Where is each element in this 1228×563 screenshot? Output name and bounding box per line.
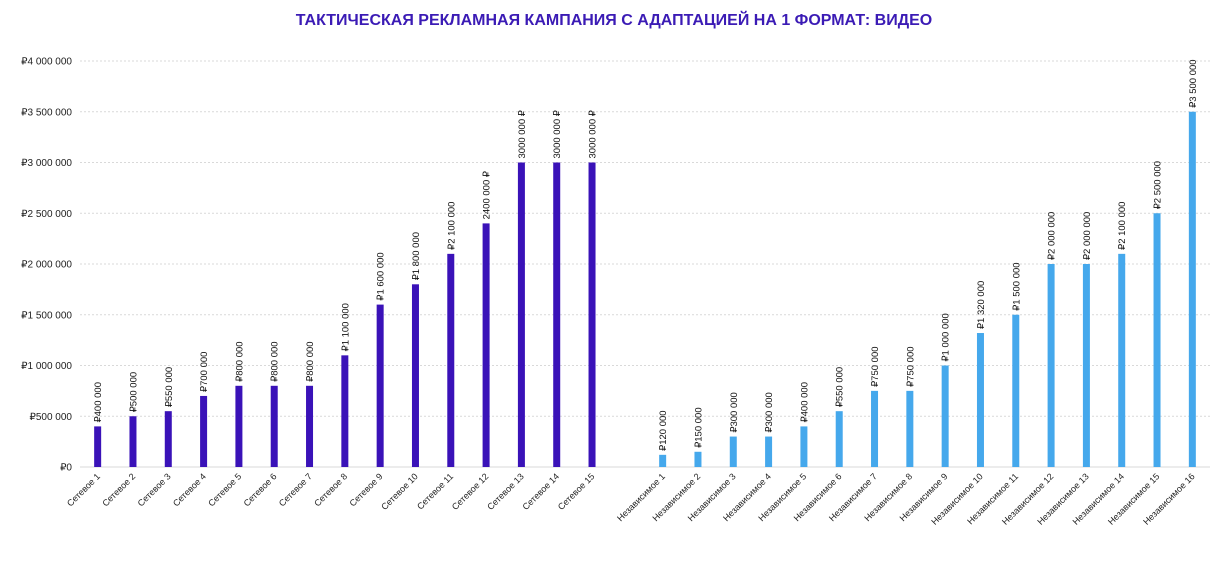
- x-tick-label: Сетевое 1: [65, 471, 102, 508]
- data-label: 3000 000 ₽: [552, 109, 563, 158]
- x-tick-label: Сетевое 8: [312, 471, 349, 508]
- bar: [517, 162, 525, 467]
- bar: [341, 355, 349, 467]
- y-tick-label: ₽2 500 000: [21, 209, 72, 220]
- data-label: ₽1 000 000: [941, 313, 952, 361]
- x-tick-label: Сетевое 9: [347, 471, 384, 508]
- data-label: ₽1 500 000: [1011, 262, 1022, 310]
- bars: [94, 111, 1196, 467]
- y-tick-label: ₽0: [60, 463, 72, 474]
- data-label: ₽120 000: [658, 410, 669, 450]
- data-label: ₽550 000: [164, 367, 175, 407]
- x-tick-label: Сетевое 4: [171, 471, 208, 508]
- data-label: ₽2 100 000: [1117, 202, 1128, 250]
- data-label: ₽2 100 000: [446, 202, 457, 250]
- bar: [765, 436, 773, 467]
- data-label: ₽150 000: [693, 407, 704, 447]
- data-label: ₽1 100 000: [340, 303, 351, 351]
- data-label: 3000 000 ₽: [517, 109, 528, 158]
- x-tick-label: Сетевое 3: [136, 471, 173, 508]
- bar: [411, 284, 419, 467]
- bar: [871, 390, 879, 467]
- x-tick-label: Сетевое 6: [242, 471, 279, 508]
- data-label: ₽1 320 000: [976, 281, 987, 329]
- data-label: 3000 000 ₽: [588, 109, 599, 158]
- x-tick-label: Сетевое 12: [450, 471, 491, 512]
- bar: [1012, 314, 1020, 467]
- x-tick-label: Сетевое 5: [206, 471, 243, 508]
- data-label: ₽300 000: [764, 392, 775, 432]
- bar: [729, 436, 737, 467]
- bar: [306, 385, 314, 467]
- bar: [694, 451, 702, 467]
- bar: [976, 333, 984, 467]
- bar: [376, 304, 384, 467]
- data-label: ₽400 000: [93, 382, 104, 422]
- x-tick-label: Сетевое 14: [521, 471, 562, 512]
- y-tick-label: ₽500 000: [29, 412, 72, 423]
- bar: [94, 426, 102, 467]
- data-label: ₽800 000: [270, 341, 281, 381]
- x-tick-label: Сетевое 10: [379, 471, 420, 512]
- bar: [553, 162, 561, 467]
- y-tick-label: ₽2 000 000: [21, 260, 72, 271]
- data-label: ₽3 500 000: [1188, 59, 1199, 107]
- y-tick-label: ₽4 000 000: [21, 57, 72, 68]
- data-label: 2400 000 ₽: [482, 170, 493, 219]
- data-label: ₽750 000: [870, 346, 881, 386]
- data-label: ₽800 000: [305, 341, 316, 381]
- data-labels: ₽400 000 ₽500 000 ₽550 000 ₽700 000 ₽800 000…: [93, 59, 1199, 450]
- x-tick-label: Сетевое 13: [485, 471, 526, 512]
- bar: [129, 416, 137, 467]
- data-label: ₽750 000: [905, 346, 916, 386]
- bar: [1047, 264, 1055, 467]
- bar: [270, 385, 278, 467]
- data-label: ₽300 000: [729, 392, 740, 432]
- bar: [200, 395, 208, 467]
- chart-title: ТАКТИЧЕСКАЯ РЕКЛАМНАЯ КАМПАНИЯ С АДАПТАЦ…: [295, 12, 933, 29]
- data-label: ₽400 000: [799, 382, 810, 422]
- bar: [835, 411, 843, 467]
- data-label: ₽800 000: [234, 341, 245, 381]
- data-label: ₽1 600 000: [376, 252, 387, 300]
- y-tick-label: ₽1 000 000: [21, 361, 72, 372]
- y-axis-ticks: ₽0 ₽500 000 ₽1 000 000 ₽1 500 000 ₽2 000 000…: [21, 57, 72, 474]
- bar: [906, 390, 914, 467]
- data-label: ₽700 000: [199, 352, 210, 392]
- y-tick-label: ₽1 500 000: [21, 310, 72, 321]
- data-label: ₽2 000 000: [1082, 212, 1093, 260]
- bar: [800, 426, 808, 467]
- data-label: ₽1 800 000: [411, 232, 422, 280]
- bar: [235, 385, 243, 467]
- x-tick-label: Сетевое 2: [100, 471, 137, 508]
- bar: [1082, 264, 1090, 467]
- data-label: ₽2 500 000: [1153, 161, 1164, 209]
- x-tick-label: Сетевое 15: [556, 471, 597, 512]
- bar: [1153, 213, 1161, 467]
- x-tick-label: Сетевое 7: [277, 471, 314, 508]
- bar: [588, 162, 596, 467]
- bar: [482, 223, 490, 467]
- data-label: ₽500 000: [128, 372, 139, 412]
- bar: [164, 411, 172, 467]
- gridlines: [80, 60, 1210, 468]
- data-label: ₽550 000: [835, 367, 846, 407]
- data-label: ₽2 000 000: [1047, 212, 1058, 260]
- bar: [941, 365, 949, 467]
- bar: [659, 454, 667, 467]
- bar: [447, 253, 455, 467]
- y-tick-label: ₽3 000 000: [21, 158, 72, 169]
- y-tick-label: ₽3 500 000: [21, 107, 72, 118]
- bar: [1188, 111, 1196, 467]
- bar: [1118, 253, 1126, 467]
